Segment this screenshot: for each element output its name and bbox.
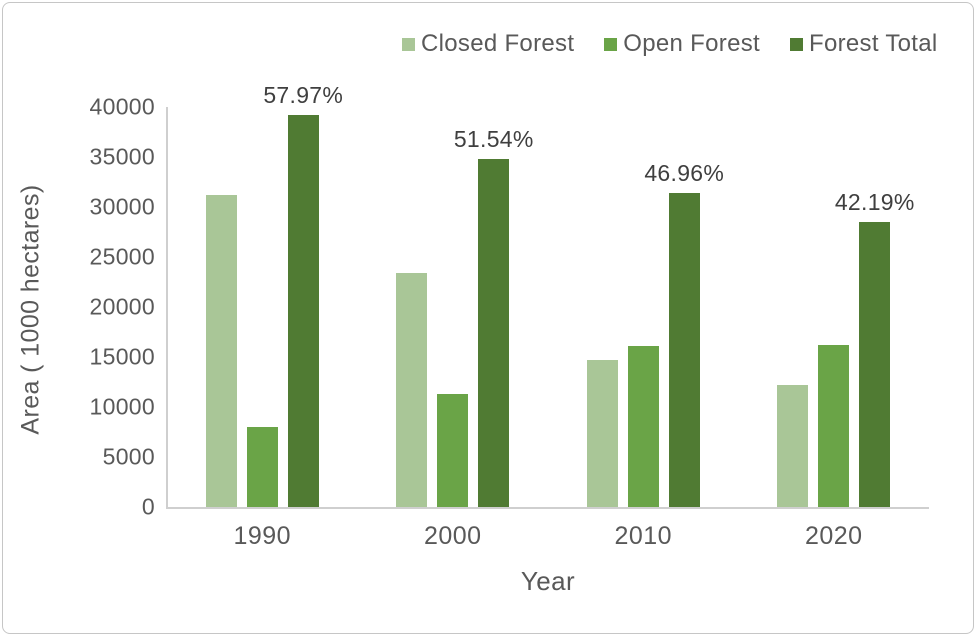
y-tick-label: 35000 xyxy=(89,143,155,170)
bar-open-forest-2010 xyxy=(627,346,659,507)
bar-closed-forest-2000 xyxy=(396,273,428,507)
data-label-1990: 57.97% xyxy=(263,82,344,108)
bar-forest-total-1990: 57.97% xyxy=(263,82,343,507)
bar-closed-forest-2010 xyxy=(586,360,618,507)
y-axis-title: Area ( 1000 hectares) xyxy=(16,184,45,435)
legend-label: Open Forest xyxy=(623,30,760,57)
legend-label: Closed Forest xyxy=(421,30,575,57)
legend-item-open-forest: Open Forest xyxy=(604,30,760,58)
x-category-label-2020: 2020 xyxy=(804,522,863,550)
y-tick-label: 30000 xyxy=(89,193,155,220)
legend-swatch-icon xyxy=(402,37,415,51)
plot-area: 57.97% 51.54% 46.96% 42.19% xyxy=(167,82,930,507)
bar-forest-total-2000: 51.54% xyxy=(454,126,533,507)
y-axis-line xyxy=(166,107,168,508)
y-tick-label: 25000 xyxy=(89,243,155,270)
x-category-label-1990: 1990 xyxy=(233,522,292,550)
y-tick-label: 0 xyxy=(141,493,155,520)
legend-swatch-icon xyxy=(790,37,803,51)
data-label-2020: 42.19% xyxy=(834,189,915,215)
bar-open-forest-2020 xyxy=(818,345,850,507)
legend-item-forest-total: Forest Total xyxy=(790,30,938,58)
bar-open-forest-1990 xyxy=(246,427,278,507)
y-tick-label: 40000 xyxy=(89,93,155,120)
bar-forest-total-2010: 46.96% xyxy=(644,160,724,507)
legend-swatch-icon xyxy=(604,37,618,51)
y-tick-label: 20000 xyxy=(89,293,155,320)
legend-item-closed-forest: Closed Forest xyxy=(402,30,574,58)
bar-forest-total-2020: 42.19% xyxy=(835,189,914,507)
legend-label: Forest Total xyxy=(809,30,938,57)
data-label-2000: 51.54% xyxy=(453,126,534,152)
y-tick-label: 5000 xyxy=(102,443,155,470)
bar-group-1990: 57.97% xyxy=(167,82,358,507)
bar-open-forest-2000 xyxy=(437,394,469,507)
x-axis-category-labels: 1990 2000 2010 2020 xyxy=(167,522,929,551)
x-axis-line xyxy=(166,507,929,509)
bar-closed-forest-2020 xyxy=(777,385,809,507)
data-label-2010: 46.96% xyxy=(644,160,725,186)
x-category-label-2010: 2010 xyxy=(614,522,673,550)
bar-group-2010: 46.96% xyxy=(548,107,739,507)
chart-legend: Closed Forest Open Forest Forest Total xyxy=(402,30,938,58)
y-tick-label: 10000 xyxy=(89,393,155,420)
bar-group-2000: 51.54% xyxy=(358,107,549,507)
y-tick-label: 15000 xyxy=(89,343,155,370)
bar-group-2020: 42.19% xyxy=(739,107,930,507)
bar-closed-forest-1990 xyxy=(205,195,237,507)
x-category-label-2000: 2000 xyxy=(423,522,482,550)
x-axis-title: Year xyxy=(520,566,576,596)
